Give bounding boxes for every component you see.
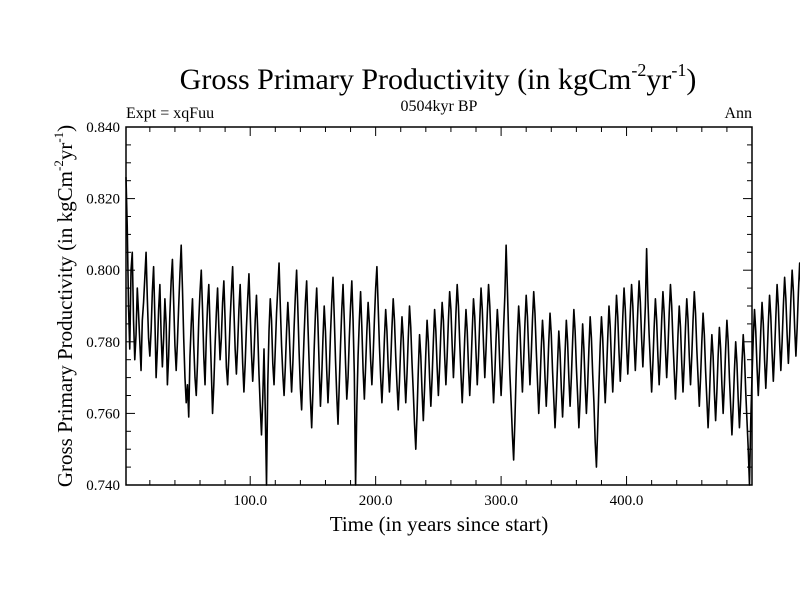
x-tick-label: 300.0 — [484, 493, 518, 509]
x-tick-label: 100.0 — [233, 493, 267, 509]
chart-title-main: Gross Primary Productivity (in kgCm — [180, 63, 632, 96]
y-tick-label: 0.820 — [86, 192, 120, 208]
y-axis-label-end: ) — [53, 125, 77, 132]
y-tick-label: 0.760 — [86, 406, 120, 422]
x-tick-label: 200.0 — [359, 493, 393, 509]
x-tick-label: 400.0 — [610, 493, 644, 509]
y-tick-label: 0.740 — [86, 478, 120, 494]
y-axis-ticks: 0.740 0.760 0.780 0.800 0.820 0.840 — [86, 120, 752, 494]
y-tick-label: 0.840 — [86, 120, 120, 136]
chart-title-mid: yr — [646, 63, 671, 96]
chart-title-end: ) — [686, 63, 696, 96]
x-axis-label: Time (in years since start) — [330, 512, 549, 536]
y-axis-label: Gross Primary Productivity (in kgCm-2yr-… — [51, 125, 77, 487]
y-axis-label-mid: yr — [53, 143, 77, 161]
chart-title: Gross Primary Productivity (in kgCm-2yr-… — [180, 60, 697, 96]
chart-title-sup-1: -2 — [631, 60, 646, 80]
y-axis-label-sup-1: -2 — [51, 160, 66, 171]
x-axis-ticks: 100.0 200.0 300.0 400.0 — [149, 127, 728, 509]
season-label: Ann — [724, 105, 752, 122]
experiment-label: Expt = xqFuu — [126, 105, 214, 122]
y-axis-label-sup-2: -1 — [51, 132, 66, 143]
y-tick-label: 0.780 — [86, 335, 120, 351]
series-line-gpp — [125, 177, 800, 486]
y-tick-label: 0.800 — [86, 263, 120, 279]
chart-title-sup-2: -1 — [671, 60, 686, 80]
chart-subtitle: 0504kyr BP — [401, 98, 478, 115]
y-axis-label-main: Gross Primary Productivity (in kgCm — [53, 171, 77, 487]
plot-frame — [125, 126, 753, 486]
